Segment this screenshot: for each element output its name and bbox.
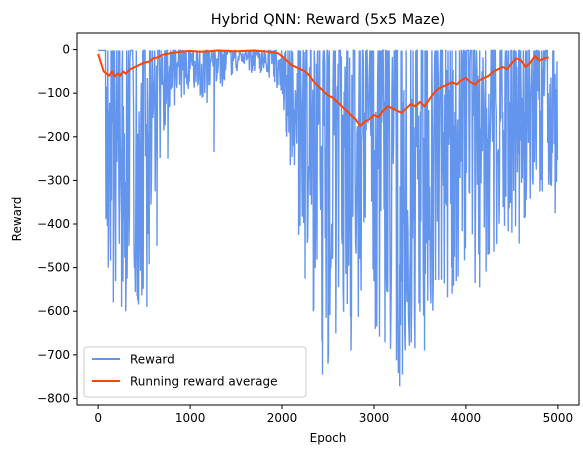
- y-tick-label: 0: [62, 43, 70, 57]
- y-tick-label: −200: [37, 130, 70, 144]
- legend-box: [83, 346, 307, 398]
- y-tick-label: −500: [37, 261, 70, 275]
- x-tick-label: 2000: [267, 411, 298, 425]
- reward-series: [98, 49, 559, 387]
- legend-label-running-average: Running reward average: [130, 375, 278, 389]
- chart-title: Hybrid QNN: Reward (5x5 Maze): [211, 12, 446, 28]
- y-tick-label: −400: [37, 217, 70, 231]
- legend-label-reward: Reward: [130, 353, 175, 367]
- y-axis-label: Reward: [10, 197, 24, 242]
- y-tick-label: −300: [37, 173, 70, 187]
- running-average-series: [97, 49, 549, 127]
- plot-area: [97, 49, 559, 387]
- x-tick-label: 4000: [451, 411, 482, 425]
- x-tick-label: 3000: [359, 411, 390, 425]
- x-tick-label: 5000: [543, 411, 574, 425]
- y-axis-ticks: 0 −100 −200 −300 −400 −500 −600 −700 −800: [37, 43, 77, 405]
- y-tick-label: −800: [37, 391, 70, 405]
- running-average-line: [97, 49, 549, 127]
- y-tick-label: −600: [37, 304, 70, 318]
- x-axis-ticks: 0 1000 2000 3000 4000 5000: [94, 405, 573, 425]
- plot-frame: [76, 32, 580, 406]
- x-axis-label: Epoch: [310, 431, 347, 445]
- y-tick-label: −700: [37, 348, 70, 362]
- x-tick-label: 1000: [175, 411, 206, 425]
- y-tick-label: −100: [37, 86, 70, 100]
- legend: Reward Running reward average: [83, 346, 307, 398]
- x-tick-label: 0: [94, 411, 102, 425]
- reward-line: [98, 49, 559, 387]
